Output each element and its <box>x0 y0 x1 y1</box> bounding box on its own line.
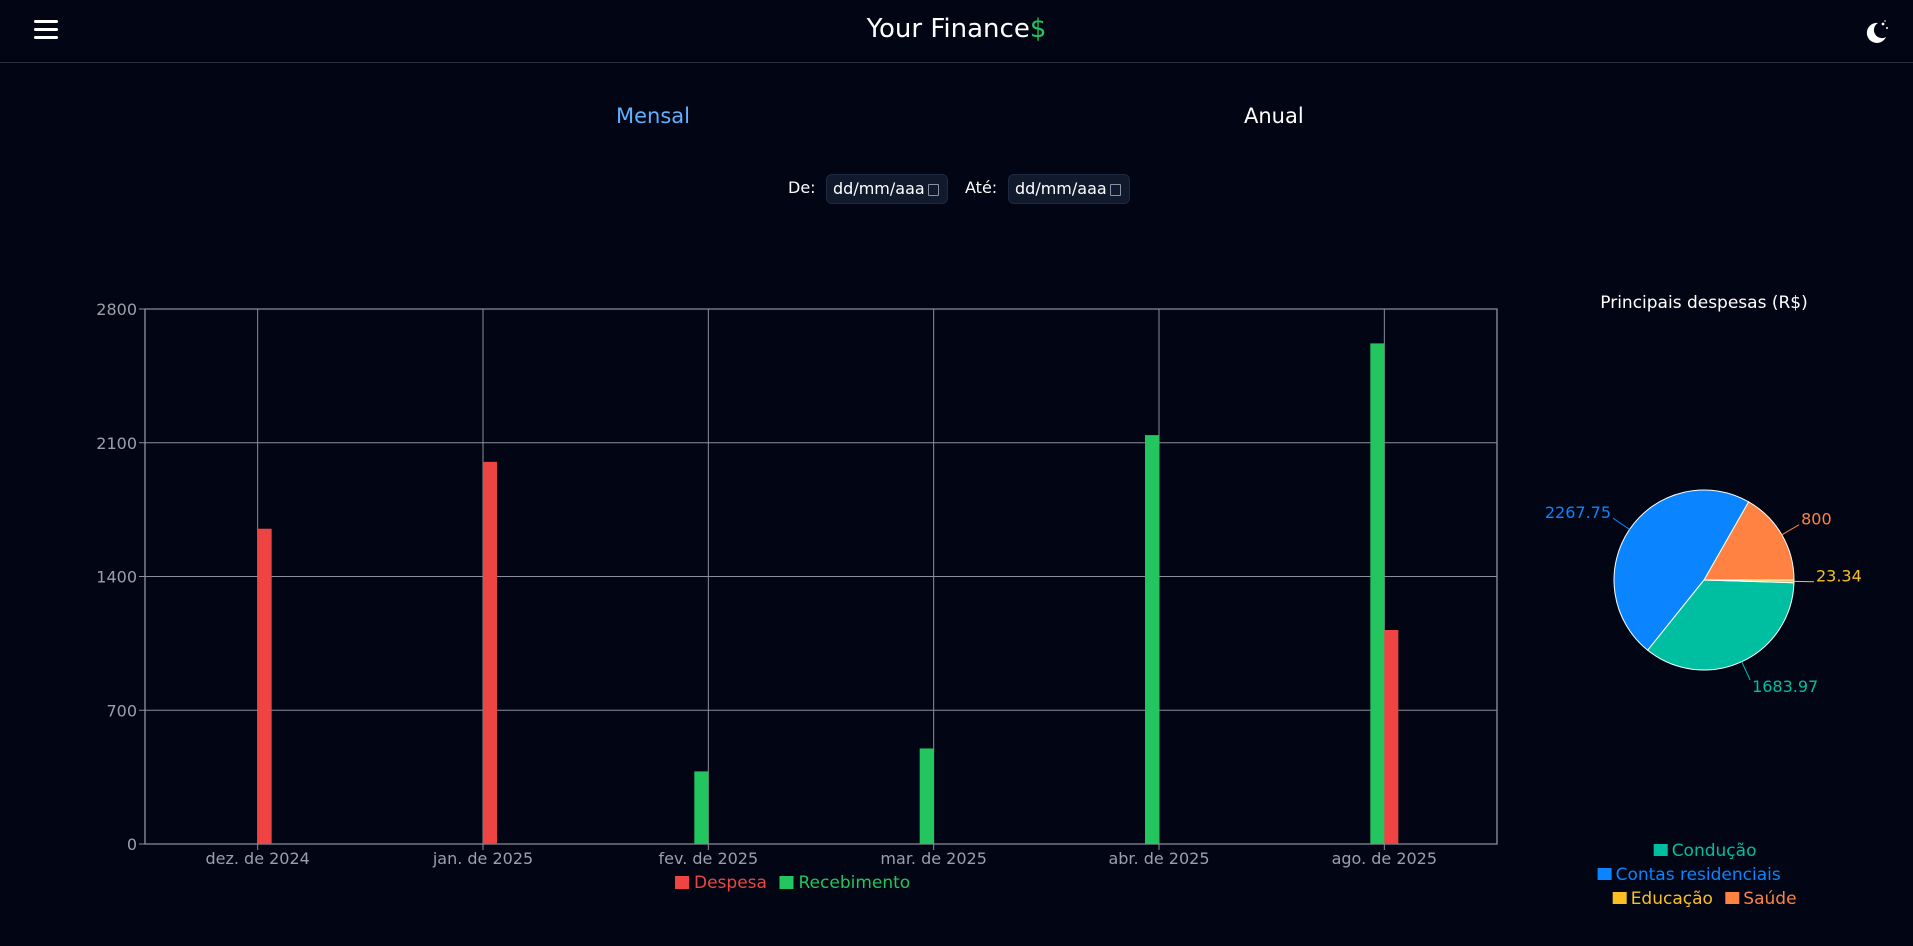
bar-recebimento <box>919 748 934 844</box>
to-label: Até: <box>965 178 998 197</box>
pie-legend-label: Contas residenciais <box>1616 865 1781 885</box>
pie-label-leader <box>1612 517 1630 530</box>
legend-swatch <box>675 876 689 889</box>
x-tick-label: jan. de 2025 <box>432 849 533 868</box>
pie-value-label: 2267.75 <box>1545 503 1611 522</box>
bar-recebimento <box>1145 435 1159 844</box>
date-filter: De: dd/mm/aaa Até: dd/mm/aaa <box>0 174 1913 204</box>
pie-legend-swatch <box>1612 892 1627 904</box>
x-tick-label: ago. de 2025 <box>1332 849 1437 868</box>
x-tick-label: mar. de 2025 <box>880 849 986 868</box>
from-date-value: dd/mm/aaa <box>833 179 925 198</box>
pie-value-label: 1683.97 <box>1752 677 1818 696</box>
from-date-input[interactable]: dd/mm/aaa <box>826 174 948 204</box>
legend-label: Recebimento <box>799 873 911 893</box>
bar-despesa <box>257 528 272 844</box>
bar-despesa <box>1384 630 1399 844</box>
pie-slice <box>1613 489 1750 651</box>
legend-swatch <box>779 876 794 889</box>
y-tick-label: 1400 <box>96 568 137 587</box>
x-tick-label: abr. de 2025 <box>1108 849 1209 868</box>
moon-stars-icon[interactable] <box>1862 18 1890 46</box>
y-tick-label: 700 <box>106 701 137 720</box>
pie-value-label: 23.34 <box>1816 567 1862 586</box>
pie-legend-swatch <box>1725 892 1740 904</box>
app-title: Your Finance$ <box>0 14 1913 44</box>
bar-recebimento <box>1370 343 1385 844</box>
to-date-value: dd/mm/aaa <box>1015 179 1107 198</box>
pie-legend-swatch <box>1597 868 1612 880</box>
y-tick-label: 2800 <box>96 300 137 319</box>
bar-recebimento <box>694 771 709 844</box>
pie-legend-label: Educação <box>1631 889 1713 909</box>
to-date-input[interactable]: dd/mm/aaa <box>1008 174 1130 204</box>
y-tick-label: 2100 <box>96 434 137 453</box>
x-tick-label: dez. de 2024 <box>205 849 309 868</box>
calendar-icon[interactable] <box>1110 184 1121 196</box>
app-title-symbol: $ <box>1029 14 1047 44</box>
y-tick-label: 0 <box>127 835 137 854</box>
pie-legend-swatch <box>1653 844 1668 856</box>
tab-mensal[interactable]: Mensal <box>616 104 690 128</box>
pie-title: Principais despesas (R$) <box>1600 293 1808 313</box>
pie-value-label: 800 <box>1801 510 1832 529</box>
pie-label-leader <box>1741 661 1751 681</box>
bar-despesa <box>483 461 497 844</box>
app-title-text: Your Finance <box>866 14 1030 44</box>
hamburger-menu-icon[interactable] <box>34 20 58 40</box>
calendar-icon[interactable] <box>928 184 939 196</box>
pie-legend-label: Saúde <box>1743 889 1796 909</box>
x-tick-label: fev. de 2025 <box>658 849 758 868</box>
pie-legend-label: Condução <box>1672 841 1757 861</box>
tab-anual[interactable]: Anual <box>1244 104 1304 128</box>
pie-slice <box>1703 501 1795 581</box>
pie-label-leader <box>1781 524 1800 536</box>
legend-label: Despesa <box>694 873 767 893</box>
from-label: De: <box>788 178 816 197</box>
top-bar: Your Finance$ <box>0 0 1913 63</box>
